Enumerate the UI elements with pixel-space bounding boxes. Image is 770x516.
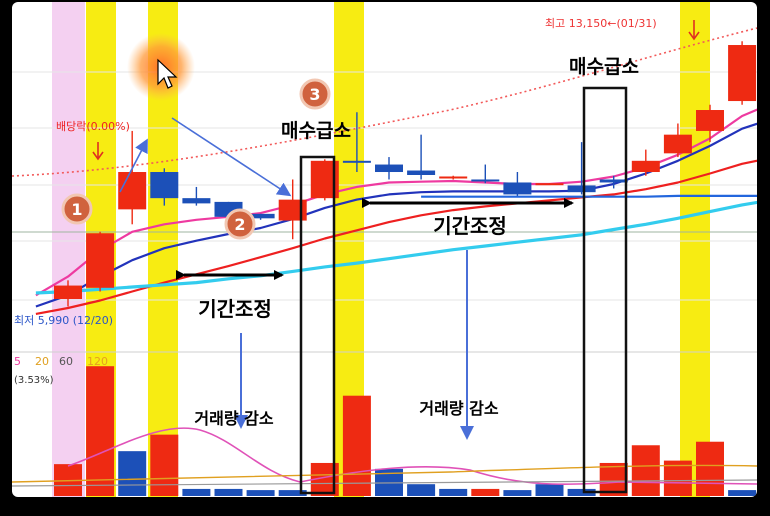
surge-box-2 bbox=[582, 86, 628, 494]
volume-bar bbox=[342, 395, 371, 496]
volume-ma-gray bbox=[12, 479, 757, 487]
cursor-pointer-icon bbox=[157, 58, 178, 89]
volume-bar bbox=[118, 451, 147, 496]
candle-body bbox=[599, 179, 628, 183]
surge-label-2: 매수급소 bbox=[569, 56, 639, 78]
surge-label-1: 매수급소 bbox=[281, 120, 351, 142]
low-price-label: 최저 5,990 (12/20) bbox=[14, 314, 113, 327]
plot-background bbox=[12, 2, 757, 497]
pct-label: (3.53%) bbox=[14, 375, 54, 386]
candle-body bbox=[246, 213, 275, 219]
pointer-arrow-down bbox=[171, 117, 292, 197]
candle-body bbox=[86, 233, 115, 288]
volume-bar bbox=[407, 484, 436, 496]
marker-2-label: 2 bbox=[234, 215, 245, 234]
dividend-arrow bbox=[92, 142, 104, 161]
candle-body bbox=[118, 172, 147, 210]
ma-line-4 bbox=[35, 198, 757, 295]
volume-bar bbox=[599, 462, 628, 496]
period-label-1: 기간조정 bbox=[198, 297, 272, 321]
candle-body bbox=[567, 185, 596, 193]
ma-legend-5: 5 bbox=[14, 355, 21, 368]
volume-bar bbox=[503, 490, 532, 496]
high-arrow bbox=[688, 20, 700, 41]
candle-body bbox=[535, 183, 564, 186]
ma-line-5 bbox=[421, 194, 757, 198]
candle-body bbox=[375, 164, 403, 173]
volume-bar bbox=[471, 488, 500, 496]
ma-legend-60: 60 bbox=[59, 355, 73, 368]
candle-body bbox=[728, 45, 757, 102]
candle-body bbox=[471, 179, 500, 182]
yellow-band-4 bbox=[680, 2, 710, 497]
volume-bar bbox=[728, 490, 757, 496]
volume-bar bbox=[278, 490, 307, 496]
volume-label-2: 거래량 감소 bbox=[419, 399, 498, 418]
annotations: 1 2 3 배당락(0.00%) 최고 13,150←(01/31) 최저 5,990 (… bbox=[14, 17, 700, 495]
candle-body bbox=[182, 198, 211, 204]
marker-3-label: 3 bbox=[309, 85, 320, 104]
volume-bar bbox=[439, 488, 468, 496]
volume-label-1: 거래량 감소 bbox=[194, 409, 273, 428]
volume-bar bbox=[567, 488, 596, 496]
surge-box-1 bbox=[299, 155, 336, 495]
candles bbox=[54, 41, 770, 307]
marker-1-label: 1 bbox=[71, 200, 82, 219]
volume-bar bbox=[535, 484, 564, 496]
marker-1-circle bbox=[61, 193, 93, 225]
candle-body bbox=[663, 134, 692, 154]
volume-bar bbox=[631, 445, 660, 496]
candle-body bbox=[760, 47, 770, 57]
candle-body bbox=[503, 182, 532, 195]
volume-bar bbox=[696, 441, 724, 496]
candle-body bbox=[407, 170, 436, 175]
candle-body bbox=[342, 160, 371, 163]
volume-bar bbox=[182, 488, 211, 496]
candle-body bbox=[696, 110, 724, 131]
ma-legend-120: 120 bbox=[87, 355, 108, 368]
candle-body bbox=[278, 199, 307, 221]
candle-body bbox=[631, 160, 660, 173]
pointer-arrow-up bbox=[119, 138, 148, 193]
ma-legend-20: 20 bbox=[35, 355, 49, 368]
volume-bar bbox=[246, 490, 275, 496]
pink-band bbox=[52, 2, 85, 497]
candle-body bbox=[54, 285, 82, 299]
period-label-2: 기간조정 bbox=[433, 214, 507, 238]
candle-body bbox=[150, 172, 179, 199]
volume-bar bbox=[86, 366, 115, 496]
marker-3-circle bbox=[299, 78, 331, 110]
volume-bar bbox=[150, 434, 179, 496]
volume-ma-orange bbox=[12, 464, 757, 483]
candle-body bbox=[439, 176, 468, 179]
volume-bar bbox=[214, 488, 243, 496]
high-price-label: 최고 13,150←(01/31) bbox=[545, 17, 657, 30]
marker-2-circle bbox=[224, 208, 256, 240]
volume-bar bbox=[663, 460, 692, 496]
ex-dividend-label: 배당락(0.00%) bbox=[56, 120, 130, 133]
